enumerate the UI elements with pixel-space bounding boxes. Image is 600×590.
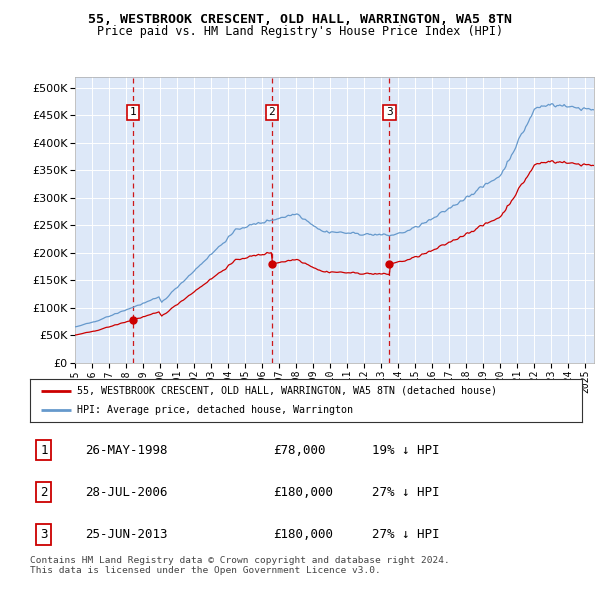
Text: 25-JUN-2013: 25-JUN-2013	[85, 528, 168, 541]
Text: 2: 2	[269, 107, 275, 117]
Text: 55, WESTBROOK CRESCENT, OLD HALL, WARRINGTON, WA5 8TN: 55, WESTBROOK CRESCENT, OLD HALL, WARRIN…	[88, 13, 512, 26]
Text: 19% ↓ HPI: 19% ↓ HPI	[372, 444, 440, 457]
Text: 1: 1	[40, 444, 47, 457]
Text: £180,000: £180,000	[273, 486, 333, 499]
Text: 27% ↓ HPI: 27% ↓ HPI	[372, 486, 440, 499]
Text: 28-JUL-2006: 28-JUL-2006	[85, 486, 168, 499]
Text: 3: 3	[40, 528, 47, 541]
Text: Contains HM Land Registry data © Crown copyright and database right 2024.
This d: Contains HM Land Registry data © Crown c…	[30, 556, 450, 575]
Text: 1: 1	[130, 107, 136, 117]
Text: 3: 3	[386, 107, 393, 117]
Text: HPI: Average price, detached house, Warrington: HPI: Average price, detached house, Warr…	[77, 405, 353, 415]
Text: 26-MAY-1998: 26-MAY-1998	[85, 444, 168, 457]
Text: 27% ↓ HPI: 27% ↓ HPI	[372, 528, 440, 541]
Text: £78,000: £78,000	[273, 444, 325, 457]
Text: 2: 2	[40, 486, 47, 499]
Text: £180,000: £180,000	[273, 528, 333, 541]
Text: Price paid vs. HM Land Registry's House Price Index (HPI): Price paid vs. HM Land Registry's House …	[97, 25, 503, 38]
Text: 55, WESTBROOK CRESCENT, OLD HALL, WARRINGTON, WA5 8TN (detached house): 55, WESTBROOK CRESCENT, OLD HALL, WARRIN…	[77, 386, 497, 396]
